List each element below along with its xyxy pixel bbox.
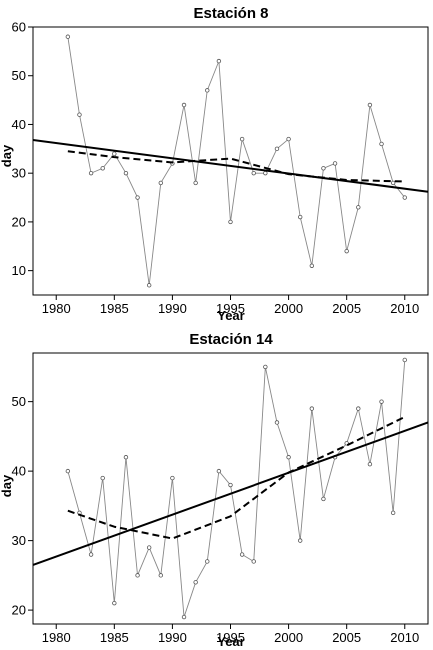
x-tick-label: 2005 [332, 301, 361, 316]
y-axis-label: day [0, 144, 14, 167]
observed-point [65, 468, 71, 474]
x-tick-label: 1985 [100, 301, 129, 316]
observed-point [251, 559, 256, 564]
observed-point [356, 406, 361, 411]
observed-point [321, 496, 326, 502]
x-tick-label: 2005 [332, 630, 361, 645]
observed-point [228, 482, 233, 488]
observed-point [181, 102, 187, 108]
y-tick-label: 40 [12, 117, 26, 132]
linear-trend-line [33, 139, 428, 193]
chart-title: Estación 8 [193, 5, 268, 22]
x-tick-label: 1990 [158, 301, 187, 316]
observed-point [88, 552, 94, 557]
x-tick-label: 2000 [274, 301, 303, 316]
observed-point [309, 406, 315, 411]
y-tick-label: 40 [12, 464, 26, 479]
observed-point [402, 195, 407, 200]
x-tick-label: 2010 [390, 301, 419, 316]
observed-point [390, 510, 396, 516]
observed-point [402, 357, 407, 363]
x-tick-label: 1980 [42, 301, 71, 316]
y-axis-label: day [0, 474, 14, 497]
observed-point [239, 552, 245, 557]
observed-point [158, 573, 163, 578]
observed-point [286, 455, 291, 460]
observed-point [65, 34, 71, 39]
observed-point [88, 170, 94, 176]
observed-point [367, 102, 373, 108]
y-tick-label: 50 [12, 394, 26, 409]
y-tick-label: 20 [12, 214, 26, 229]
observed-point [123, 170, 129, 176]
chart-title: Estación 14 [189, 331, 273, 348]
observed-point [298, 214, 303, 220]
observed-point [332, 161, 338, 166]
observed-point [379, 141, 384, 147]
observed-point [158, 180, 163, 186]
observed-point [100, 166, 105, 171]
observed-point [251, 170, 256, 176]
observed-point [205, 88, 210, 93]
x-tick-label: 2000 [274, 630, 303, 645]
observed-point [228, 219, 233, 225]
observed-point [77, 112, 82, 117]
x-tick-label: 1995 [216, 301, 245, 316]
observed-point [298, 538, 303, 543]
observed-point [367, 461, 373, 467]
chart-estacion-8: Estación 8 day Year 1980 1985 1990 1995 2000… [0, 5, 429, 323]
observed-point [193, 180, 198, 186]
observed-point [274, 146, 280, 152]
observed-point [100, 475, 105, 481]
observed-point [205, 559, 210, 564]
observed-point [112, 600, 117, 606]
smoothed-trend-line [67, 416, 406, 540]
observed-point [356, 205, 361, 210]
observed-point [274, 420, 280, 425]
observed-point [263, 170, 268, 176]
observed-point [309, 263, 315, 268]
observed-point [146, 283, 152, 288]
observed-point [286, 136, 291, 142]
plot-area [33, 34, 428, 288]
plot-frame [32, 352, 429, 625]
plot-area [33, 357, 428, 620]
x-tick-label: 1980 [42, 630, 71, 645]
observed-point [239, 136, 245, 142]
observed-point [263, 364, 268, 370]
observed-point [181, 614, 187, 620]
x-tick-label: 1990 [158, 630, 187, 645]
observed-series-line [67, 359, 406, 618]
y-tick-label: 20 [12, 603, 26, 618]
y-tick-label: 10 [12, 263, 26, 278]
observed-point [216, 468, 222, 474]
y-tick-label: 50 [12, 68, 26, 83]
observed-point [193, 580, 198, 585]
observed-point [135, 195, 140, 200]
observed-point [123, 455, 129, 460]
smoothed-trend-line [67, 150, 405, 183]
observed-point [321, 166, 326, 171]
observed-point [146, 545, 152, 550]
observed-point [135, 573, 140, 578]
observed-point [170, 475, 175, 481]
x-tick-label: 1995 [216, 630, 245, 645]
chart-estacion-14: Estación 14 day Year 1980 1985 1990 1995 200… [0, 331, 429, 649]
observed-point [216, 58, 222, 64]
x-axis-label: Year [217, 308, 244, 323]
observed-series-line [67, 36, 406, 286]
plot-frame [32, 26, 429, 296]
observed-point [379, 399, 384, 404]
observed-point [344, 248, 349, 254]
x-tick-label: 1985 [100, 630, 129, 645]
linear-trend-line [33, 421, 428, 566]
observed-point [112, 151, 117, 156]
y-tick-label: 60 [12, 20, 26, 35]
x-tick-label: 2010 [390, 630, 419, 645]
observed-point [390, 180, 396, 186]
x-axis-label: Year [217, 634, 244, 649]
y-tick-label: 30 [12, 533, 26, 548]
y-tick-label: 30 [12, 166, 26, 181]
